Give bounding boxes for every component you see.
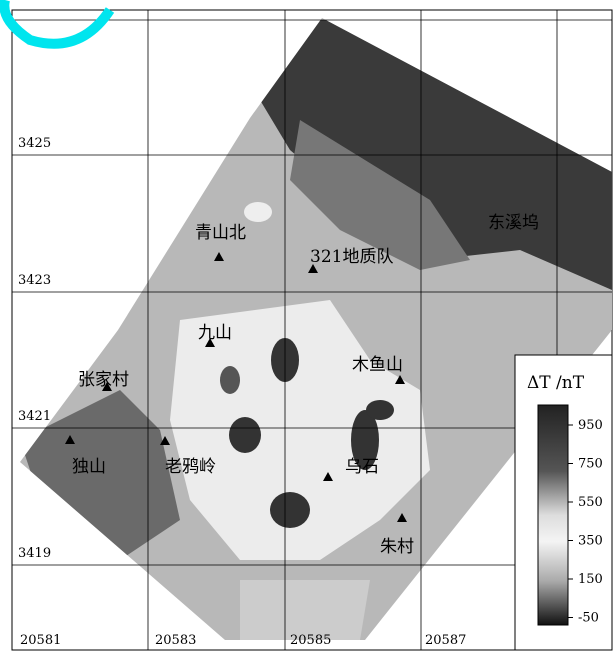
place-label: 独山	[72, 457, 106, 477]
x-label: 20581	[20, 633, 61, 648]
legend-label: -50	[578, 611, 599, 626]
place-label: 张家村	[78, 370, 129, 390]
place-label: 东溪坞	[488, 213, 539, 233]
place-label: 乌石	[345, 457, 379, 477]
legend-label: 150	[578, 572, 603, 587]
place-label: 九山	[198, 323, 232, 343]
legend-label: 750	[578, 457, 603, 472]
legend-label: 350	[578, 534, 603, 549]
x-label: 20585	[290, 633, 331, 648]
legend-title: ΔT /nT	[527, 373, 585, 393]
legend-label: 550	[578, 495, 603, 510]
y-label: 3425	[18, 136, 51, 151]
place-label: 木鱼山	[352, 355, 403, 375]
y-label: 3423	[18, 273, 51, 288]
x-label: 20587	[425, 633, 466, 648]
legend: ΔT /nT 950 750 550 350 150 -50	[515, 355, 612, 650]
y-label: 3419	[18, 546, 51, 561]
legend-label: 950	[578, 418, 603, 433]
map: 3425 3423 3421 3419 20581 20583 20585 20…	[0, 0, 616, 653]
y-label: 3421	[18, 409, 51, 424]
place-label: 老鸦岭	[165, 457, 216, 477]
place-label: 321地质队	[310, 247, 393, 267]
x-label: 20583	[155, 633, 196, 648]
place-label: 青山北	[195, 223, 246, 243]
color-bar	[538, 405, 568, 625]
place-label: 朱村	[380, 537, 414, 557]
